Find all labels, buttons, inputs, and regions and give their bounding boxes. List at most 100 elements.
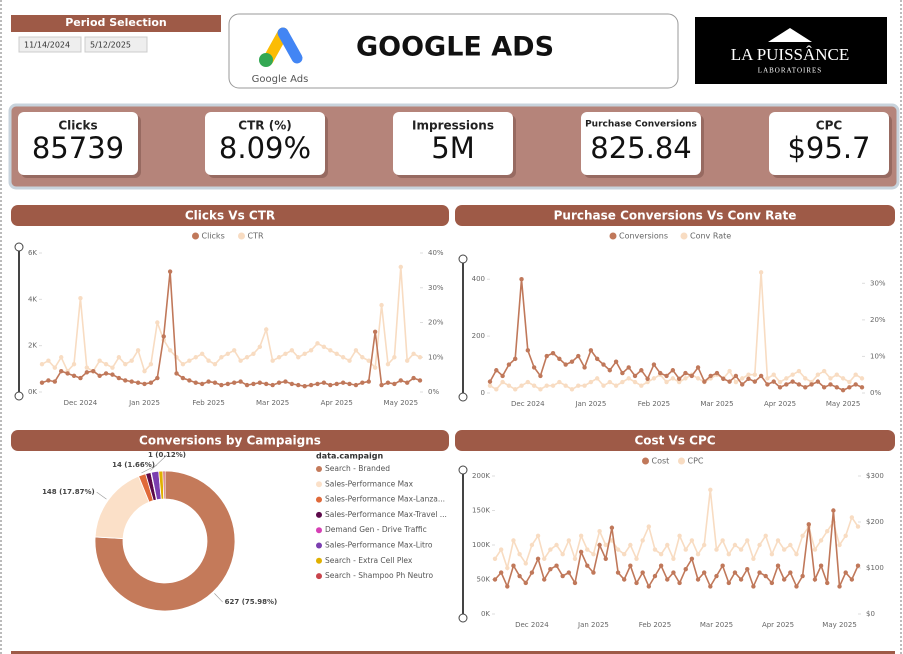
kpi-card xyxy=(769,112,889,175)
data-point xyxy=(695,376,701,381)
data-point xyxy=(328,348,333,353)
legend-marker[interactable] xyxy=(316,542,322,549)
x-tick-label: Dec 2024 xyxy=(511,400,545,408)
data-point xyxy=(834,372,839,377)
data-point xyxy=(727,379,732,384)
data-point xyxy=(500,373,505,379)
data-point xyxy=(777,379,783,385)
legend-marker[interactable] xyxy=(316,557,322,564)
y-tick-label: 200 xyxy=(472,332,485,340)
data-point xyxy=(620,370,625,376)
data-point xyxy=(640,570,645,575)
legend-marker[interactable] xyxy=(316,496,322,503)
data-point xyxy=(794,584,799,589)
kpi-value: 5M xyxy=(431,131,474,165)
x-tick-label: Apr 2025 xyxy=(764,400,796,408)
start-date-box[interactable] xyxy=(18,36,82,53)
legend-label[interactable]: Search - Extra Cell Plex xyxy=(325,556,413,565)
data-point xyxy=(721,376,726,381)
data-point xyxy=(523,561,528,566)
data-point xyxy=(784,382,789,387)
y-tick-label: 200K xyxy=(472,472,490,480)
y-tick-label: 0K xyxy=(481,610,490,618)
data-point xyxy=(366,358,371,363)
slider-handle[interactable] xyxy=(458,465,468,475)
data-point xyxy=(487,383,493,388)
data-point xyxy=(187,358,192,363)
pie-slice[interactable] xyxy=(162,470,166,500)
data-point xyxy=(569,359,575,364)
end-date[interactable]: 5/12/2025 xyxy=(90,41,131,50)
data-point xyxy=(385,380,391,385)
data-point xyxy=(513,356,518,362)
data-point xyxy=(289,348,295,353)
slider-handle[interactable] xyxy=(458,392,468,402)
data-point xyxy=(594,376,600,381)
x-tick-label: Dec 2024 xyxy=(64,399,98,407)
data-point xyxy=(794,552,799,557)
data-point xyxy=(714,547,719,552)
data-point xyxy=(492,577,498,582)
legend-label[interactable]: Sales-Performance Max-Lanza... xyxy=(325,495,445,504)
data-point xyxy=(544,383,549,388)
data-point xyxy=(597,529,602,534)
data-point xyxy=(340,380,346,385)
legend-marker[interactable] xyxy=(316,511,322,518)
data-point xyxy=(398,378,403,383)
data-point xyxy=(603,542,608,548)
data-point xyxy=(775,538,781,543)
data-point xyxy=(769,580,775,586)
data-point xyxy=(683,370,688,376)
legend-label[interactable]: Sales-Performance Max-Litro xyxy=(325,541,433,550)
data-point xyxy=(321,344,327,350)
data-point xyxy=(563,362,568,367)
data-point xyxy=(39,380,45,385)
kpi-value: 8.09% xyxy=(219,131,311,165)
data-point xyxy=(411,375,416,381)
legend-marker[interactable] xyxy=(316,527,322,534)
bottom-strip xyxy=(11,651,895,654)
data-point xyxy=(651,376,657,381)
data-point xyxy=(708,487,713,492)
data-point xyxy=(238,358,243,363)
data-point xyxy=(645,376,650,381)
slider-handle[interactable] xyxy=(458,613,468,623)
data-point xyxy=(550,383,556,388)
y-tick-label: 4K xyxy=(28,295,37,303)
data-point xyxy=(695,365,701,370)
logo-blue xyxy=(277,27,303,64)
data-point xyxy=(652,573,658,579)
x-tick-label: Feb 2025 xyxy=(638,400,670,408)
legend-label[interactable]: Search - Shampoo Ph Neutro xyxy=(325,571,433,580)
data-point xyxy=(788,570,793,575)
data-point xyxy=(494,387,499,392)
legend-label[interactable]: Search - Branded xyxy=(325,464,390,473)
legend-marker[interactable] xyxy=(316,481,322,488)
data-point xyxy=(110,372,115,377)
data-point xyxy=(613,383,619,388)
slider-handle[interactable] xyxy=(14,242,24,252)
start-date[interactable]: 11/14/2024 xyxy=(24,41,70,50)
legend-label[interactable]: Sales-Performance Max xyxy=(325,479,414,488)
data-point xyxy=(525,379,531,385)
legend-marker[interactable] xyxy=(316,573,322,580)
data-point xyxy=(511,563,516,568)
y2-tick-label: 0% xyxy=(870,389,881,397)
data-point xyxy=(206,358,211,363)
legend-label[interactable]: Demand Gen - Drive Traffic xyxy=(325,525,427,534)
data-point xyxy=(264,327,269,332)
legend-label[interactable]: Sales-Performance Max-Travel ... xyxy=(325,510,447,519)
legend-label: Clicks xyxy=(202,232,225,241)
data-point xyxy=(591,552,596,557)
data-point xyxy=(855,563,861,568)
slider-handle[interactable] xyxy=(458,254,468,264)
pie-slice[interactable] xyxy=(94,470,236,612)
data-point xyxy=(790,372,795,377)
legend-marker[interactable] xyxy=(316,466,322,472)
title-card xyxy=(228,13,679,89)
data-point xyxy=(569,387,575,392)
legend-marker xyxy=(642,457,649,465)
data-point xyxy=(505,584,510,589)
end-date-box[interactable] xyxy=(84,36,148,53)
slider-handle[interactable] xyxy=(14,391,24,401)
